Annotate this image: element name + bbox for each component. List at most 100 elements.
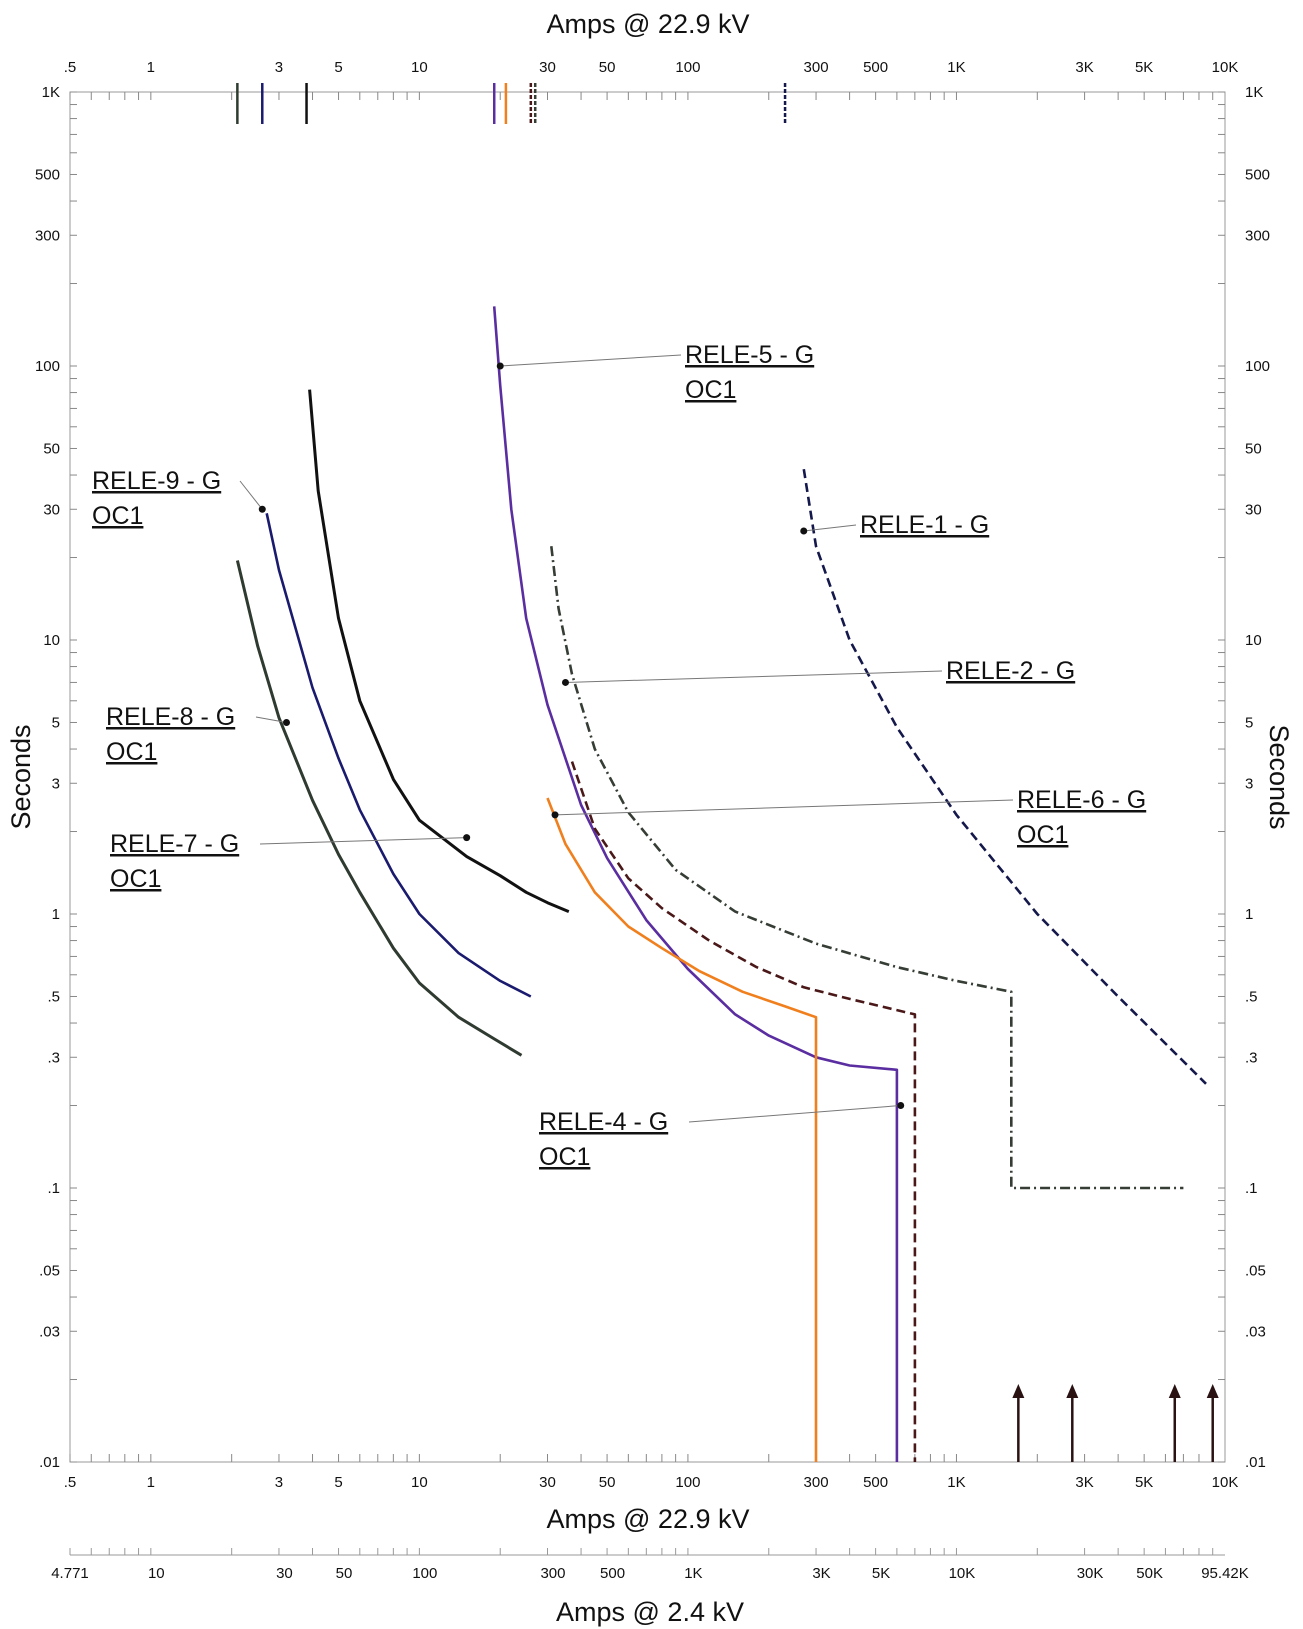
y-tick-label-left: 3 — [52, 775, 60, 792]
secondary-tick-label: 10K — [949, 1565, 976, 1582]
x-tick-label-bottom: 3 — [275, 1474, 283, 1491]
curve-label-line1: RELE-4 - G — [539, 1108, 668, 1136]
curve-label-line1: RELE-8 - G — [106, 703, 235, 731]
x-tick-label-bottom: .5 — [64, 1474, 77, 1491]
curve-label-line2: OC1 — [92, 502, 143, 530]
leader-arrowhead — [551, 811, 559, 819]
leader-line — [565, 670, 943, 683]
fault-arrow-head — [1206, 1384, 1219, 1398]
x-tick-label-bottom: 50 — [599, 1474, 616, 1491]
x-tick-label-top: 1K — [947, 59, 965, 76]
curve-label-line1: RELE-9 - G — [92, 467, 221, 495]
x-tick-label-top: 10 — [411, 59, 428, 76]
secondary-tick-label: 300 — [540, 1565, 565, 1582]
x-tick-label-top: 3 — [275, 59, 283, 76]
y-tick-label-right: 10 — [1245, 632, 1262, 649]
leader-line — [803, 524, 857, 532]
y-tick-label-left: .01 — [39, 1454, 60, 1471]
curve-rele-2 — [550, 546, 1184, 1190]
leader-arrowhead — [496, 362, 504, 370]
x-tick-label-bottom: 1K — [947, 1474, 965, 1491]
y-tick-label-left: .05 — [39, 1262, 60, 1279]
x-tick-label-top: 1 — [147, 59, 155, 76]
secondary-tick-label: 30K — [1077, 1565, 1104, 1582]
x-tick-label-bottom: 5 — [334, 1474, 342, 1491]
x-tick-label-bottom: 300 — [804, 1474, 829, 1491]
curve-rele-5 — [492, 306, 899, 1462]
y-tick-label-right: 30 — [1245, 501, 1262, 518]
leader-arrowhead — [800, 527, 808, 535]
x-tick-label-bottom: 500 — [863, 1474, 888, 1491]
x-tick-label-bottom: 10 — [411, 1474, 428, 1491]
x-tick-label-top: 500 — [863, 59, 888, 76]
tick-labels: .5 .5 1 1 3 3 5 5 10 10 30 30 50 50 100 100 300 300 500 500… — [35, 59, 1270, 1582]
fault-arrow-head — [1168, 1384, 1181, 1398]
secondary-tick-label: 500 — [600, 1565, 625, 1582]
y-tick-label-left: 10 — [43, 632, 60, 649]
y-tick-label-right: 1 — [1245, 906, 1253, 923]
curve-label-line2: OC1 — [539, 1143, 590, 1171]
y-tick-label-right: .01 — [1245, 1454, 1266, 1471]
y-tick-label-right: .5 — [1245, 988, 1258, 1005]
y-tick-label-right: .1 — [1245, 1180, 1258, 1197]
x-tick-label-top: .5 — [64, 59, 77, 76]
curve-rele-1 — [802, 468, 1207, 1085]
y-tick-label-left: .3 — [47, 1049, 60, 1066]
y-tick-label-right: .03 — [1245, 1323, 1266, 1340]
left-axis-title: Seconds — [6, 724, 36, 829]
x-tick-label-top: 5K — [1135, 59, 1153, 76]
secondary-tick-label: 4.771 — [51, 1565, 89, 1582]
y-tick-label-left: 500 — [35, 166, 60, 183]
leader-line — [239, 480, 263, 510]
y-tick-label-left: 100 — [35, 358, 60, 375]
right-axis-title: Seconds — [1264, 724, 1294, 829]
x-tick-label-top: 5 — [334, 59, 342, 76]
curve-label-line1: RELE-7 - G — [110, 830, 239, 858]
y-tick-label-right: 300 — [1245, 227, 1270, 244]
leader-arrowhead — [258, 505, 266, 513]
curve-label-line1: RELE-5 - G — [685, 341, 814, 369]
curve-label-line1: RELE-2 - G — [946, 657, 1075, 685]
x-tick-label-bottom: 30 — [539, 1474, 556, 1491]
y-tick-label-right: 50 — [1245, 440, 1262, 457]
fault-arrow-head — [1066, 1384, 1079, 1398]
secondary-tick-label: 30 — [276, 1565, 293, 1582]
plot-frame — [69, 91, 1226, 1463]
tick-marks — [69, 91, 1225, 1556]
leader-line — [259, 837, 467, 845]
y-tick-label-right: 100 — [1245, 358, 1270, 375]
leader-line — [688, 1105, 901, 1123]
y-tick-label-left: 5 — [52, 714, 60, 731]
secondary-axis-title: Amps @ 2.4 kV — [556, 1597, 744, 1627]
leader-arrowhead — [282, 718, 290, 726]
curve-label-line1: RELE-1 - G — [860, 511, 989, 539]
y-tick-label-left: 1 — [52, 906, 60, 923]
curve-label-line2: OC1 — [685, 376, 736, 404]
curve-labels: RELE-5 - G OC1 RELE-9 - G OC1 RELE-1 - G RELE… — [92, 341, 1146, 1171]
x-tick-label-top: 100 — [675, 59, 700, 76]
secondary-tick-label: 1K — [684, 1565, 702, 1582]
curve-rele-4 — [570, 761, 917, 1462]
leader-line — [255, 716, 287, 723]
curve-rele-7 — [235, 560, 523, 1057]
pickup-markers — [236, 83, 787, 124]
x-tick-label-bottom: 1 — [147, 1474, 155, 1491]
fault-arrows — [1012, 1384, 1219, 1462]
x-tick-label-top: 10K — [1212, 59, 1239, 76]
secondary-tick-label: 3K — [812, 1565, 830, 1582]
x-tick-label-top: 30 — [539, 59, 556, 76]
bottom-axis-title: Amps @ 22.9 kV — [547, 1504, 750, 1534]
y-tick-label-right: 1K — [1245, 84, 1263, 101]
secondary-tick-label: 5K — [872, 1565, 890, 1582]
x-tick-label-bottom: 100 — [675, 1474, 700, 1491]
y-tick-label-right: .05 — [1245, 1262, 1266, 1279]
top-axis-title: Amps @ 22.9 kV — [547, 9, 750, 39]
secondary-tick-label: 50 — [336, 1565, 353, 1582]
y-tick-label-right: 3 — [1245, 775, 1253, 792]
curve-label-line2: OC1 — [110, 865, 161, 893]
fault-arrow-head — [1012, 1384, 1025, 1398]
y-tick-label-right: 5 — [1245, 714, 1253, 731]
y-tick-label-left: 30 — [43, 501, 60, 518]
curve-rele-6 — [546, 797, 818, 1462]
